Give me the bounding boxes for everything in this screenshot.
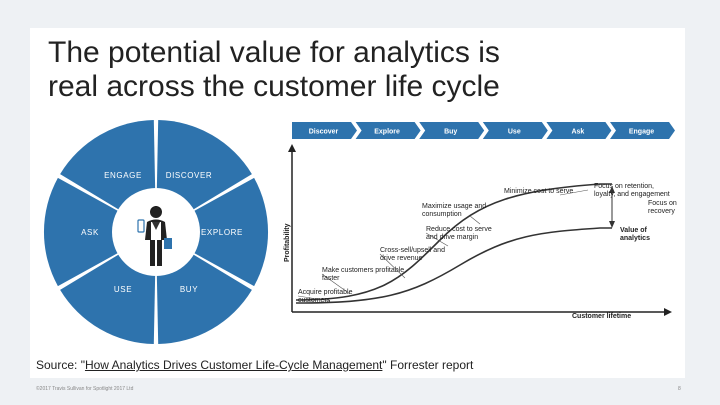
annotation-3: Cross-sell/upsell and drive revenue: [380, 247, 445, 262]
value-gap-arrow-up: [609, 186, 615, 193]
source-prefix: Source: ": [36, 358, 85, 372]
stage-label-engage: Engage: [629, 129, 654, 136]
wheel-labels: ENGAGE DISCOVER EXPLORE BUY USE ASK: [81, 171, 243, 294]
annotation-leader: [469, 215, 481, 225]
slide-title: The potential value for analytics is rea…: [48, 36, 668, 104]
wheel-label-explore: EXPLORE: [201, 228, 243, 237]
source-suffix: " Forrester report: [382, 358, 474, 372]
annotation-1: Acquire profitable customers: [298, 289, 353, 304]
wheel-label-ask: ASK: [81, 228, 99, 237]
annotation-6: Minimize cost to serve: [504, 188, 573, 195]
title-line-1: The potential value for analytics is: [48, 36, 500, 69]
wheel-segment-explore: [156, 177, 269, 287]
stage-ribbon: Discover Explore Buy Use Ask Engage: [292, 122, 675, 139]
annotation-7: Focus on retention, loyalty, and engageme…: [594, 183, 670, 198]
stage-engage: [610, 122, 675, 139]
annotation-8: Focus on recovery: [648, 200, 677, 215]
wheel-label-buy: BUY: [180, 285, 198, 294]
x-axis-label: Customer lifetime: [572, 313, 631, 320]
stage-ask: [546, 122, 612, 139]
source-citation: Source: "How Analytics Drives Customer L…: [36, 358, 473, 372]
annotation-leader: [559, 189, 589, 196]
wheel-label-use: USE: [114, 285, 132, 294]
phone-icon: [137, 219, 145, 233]
baseline-curve: [295, 227, 612, 304]
stage-label-discover: Discover: [309, 129, 339, 136]
x-axis-arrow: [664, 308, 672, 316]
annotation-4: Reduce cost to serve and drive margin: [426, 226, 492, 241]
source-link[interactable]: How Analytics Drives Customer Life-Cycle…: [84, 358, 383, 372]
shopping-bag-icon: [164, 238, 172, 249]
annotations: Acquire profitable customers Make customer…: [297, 183, 677, 304]
stage-label-ask: Ask: [571, 129, 584, 136]
stage-label-buy: Buy: [444, 129, 457, 136]
stage-explore: [355, 122, 421, 139]
y-axis-label: Profitability: [284, 223, 291, 262]
annotation-2: Make customers profitable faster: [322, 267, 404, 282]
value-gap-arrow-down: [609, 221, 615, 228]
title-line-2: real across the customer life cycle: [48, 70, 500, 103]
stage-use: [482, 122, 548, 139]
wheel-label-engage: ENGAGE: [104, 171, 142, 180]
annotation-leader: [425, 232, 449, 247]
wheel-segment-ask: [43, 177, 157, 287]
analytics-curve: [295, 183, 612, 301]
wheel-label-discover: DISCOVER: [166, 171, 213, 180]
stage-label-explore: Explore: [374, 129, 400, 136]
stage-discover: [292, 122, 357, 139]
annotation-leader: [297, 295, 331, 302]
customer-figure-icon: [137, 206, 172, 266]
stage-buy: [419, 122, 485, 139]
footer-copyright: ©2017 Travis Sullivan for Spotlight 2017…: [36, 386, 134, 392]
annotation-leader: [379, 253, 406, 279]
annotation-5: Maximize usage and consumption: [422, 203, 486, 218]
y-axis-arrow: [288, 144, 296, 152]
page-number: 8: [678, 386, 681, 392]
annotation-leader: [321, 273, 351, 295]
stage-label-use: Use: [508, 129, 521, 136]
annotation-9: Value of analytics: [620, 227, 650, 242]
